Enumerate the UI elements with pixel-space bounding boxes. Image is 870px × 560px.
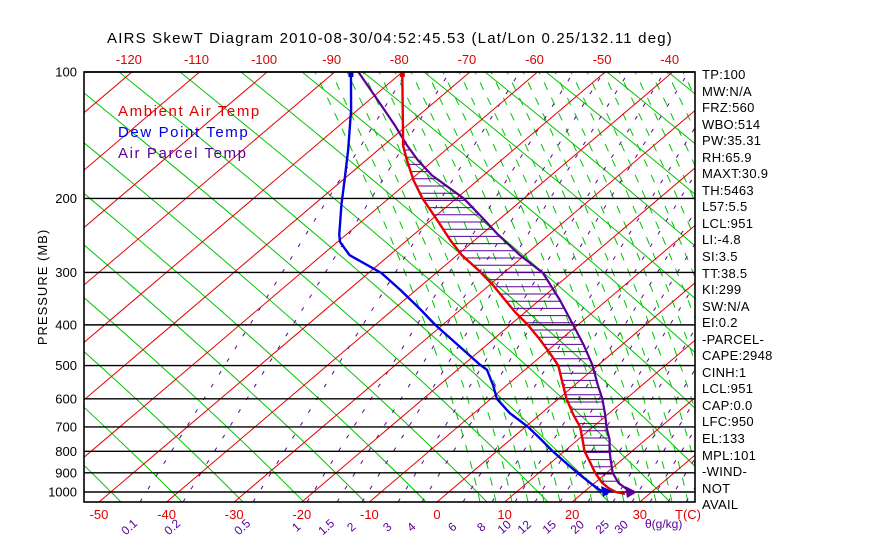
- stat-line: PW:35.31: [702, 133, 762, 149]
- svg-text:12: 12: [515, 517, 535, 537]
- svg-text:900: 900: [55, 465, 77, 480]
- svg-text:600: 600: [55, 391, 77, 406]
- stat-line: SI:3.5: [702, 249, 738, 265]
- stats-panel: TP:100 MW:N/A FRZ:560 WBO:514 PW:35.31 RH:65.…: [702, 67, 773, 514]
- svg-text:2: 2: [344, 519, 359, 534]
- stat-line: MW:N/A: [702, 83, 752, 99]
- svg-text:-40: -40: [660, 52, 679, 67]
- svg-text:700: 700: [55, 419, 77, 434]
- svg-text:1.5: 1.5: [315, 516, 337, 538]
- svg-text:25: 25: [593, 517, 613, 537]
- svg-text:0.1: 0.1: [118, 516, 140, 538]
- legend-ambient-temp: Ambient Air Temp: [118, 103, 261, 120]
- stat-line: LCL:951: [702, 381, 754, 397]
- stat-line: -PARCEL-: [702, 331, 765, 347]
- svg-text:-100: -100: [251, 52, 277, 67]
- dewpoint-curve: [338, 72, 609, 496]
- stat-line: L57:5.5: [702, 199, 748, 215]
- svg-text:0: 0: [433, 507, 440, 522]
- svg-text:500: 500: [55, 358, 77, 373]
- legend-air-parcel: Air Parcel Temp: [118, 145, 248, 162]
- stat-line: WBO:514: [702, 116, 761, 132]
- stat-line: AVAIL: [702, 497, 739, 513]
- svg-text:-40: -40: [157, 507, 176, 522]
- stat-line: TH:5463: [702, 182, 754, 198]
- legend-dew-point: Dew Point Temp: [118, 124, 250, 141]
- stat-line: -WIND-: [702, 464, 748, 480]
- svg-text:6: 6: [445, 519, 460, 534]
- stat-line: EI:0.2: [702, 315, 738, 331]
- svg-text:-30: -30: [225, 507, 244, 522]
- svg-text:-70: -70: [458, 52, 477, 67]
- chart-title: AIRS SkewT Diagram 2010-08-30/04:52:45.5…: [107, 30, 673, 47]
- curve-markers: [348, 72, 637, 498]
- svg-text:800: 800: [55, 444, 77, 459]
- svg-text:30: 30: [612, 517, 632, 537]
- svg-text:-50: -50: [593, 52, 612, 67]
- plot-border: [83, 71, 696, 503]
- stat-line: NOT: [702, 480, 731, 496]
- stat-line: KI:299: [702, 282, 742, 298]
- stat-line: MAXT:30.9: [702, 166, 769, 182]
- stat-line: EL:133: [702, 431, 746, 447]
- svg-text:200: 200: [55, 191, 77, 206]
- isotherm-lines: [84, 72, 695, 502]
- stat-line: LCL:951: [702, 215, 754, 231]
- stat-line: CINH:1: [702, 364, 747, 380]
- legend: Ambient Air Temp Dew Point Temp Air Parc…: [118, 101, 261, 164]
- svg-text:30: 30: [633, 507, 647, 522]
- svg-text:20: 20: [565, 507, 579, 522]
- svg-text:-90: -90: [322, 52, 341, 67]
- svg-text:10: 10: [497, 507, 511, 522]
- stat-line: MPL:101: [702, 447, 757, 463]
- svg-text:-60: -60: [525, 52, 544, 67]
- svg-text:-120: -120: [116, 52, 142, 67]
- svg-text:θ(g/kg): θ(g/kg): [645, 517, 682, 531]
- svg-text:100: 100: [55, 65, 77, 80]
- stat-line: LI:-4.8: [702, 232, 741, 248]
- stat-line: LFC:950: [702, 414, 754, 430]
- svg-text:-50: -50: [90, 507, 109, 522]
- stat-line: TT:38.5: [702, 265, 748, 281]
- stat-line: CAP:0.0: [702, 397, 753, 413]
- temp-curve: [401, 72, 626, 496]
- stat-line: SW:N/A: [702, 298, 750, 314]
- svg-text:400: 400: [55, 317, 77, 332]
- stat-line: CAPE:2948: [702, 348, 773, 364]
- stat-line: TP:100: [702, 67, 746, 82]
- svg-text:300: 300: [55, 265, 77, 280]
- svg-text:-20: -20: [292, 507, 311, 522]
- stat-line: FRZ:560: [702, 100, 755, 116]
- parcel-curve: [357, 72, 633, 494]
- cape-hatch: [405, 149, 617, 482]
- svg-text:15: 15: [540, 517, 560, 537]
- axis-labels: 1002003004005006007008009001000PRESSURE …: [35, 52, 701, 538]
- svg-text:-110: -110: [184, 52, 209, 67]
- svg-text:1000: 1000: [48, 485, 77, 500]
- svg-text:3: 3: [380, 519, 395, 534]
- svg-text:T(C): T(C): [675, 507, 701, 522]
- svg-text:PRESSURE (MB): PRESSURE (MB): [35, 229, 50, 345]
- svg-text:-80: -80: [390, 52, 409, 67]
- svg-text:8: 8: [474, 519, 489, 534]
- svg-text:4: 4: [404, 519, 419, 534]
- svg-text:-10: -10: [360, 507, 379, 522]
- stat-line: RH:65.9: [702, 149, 752, 165]
